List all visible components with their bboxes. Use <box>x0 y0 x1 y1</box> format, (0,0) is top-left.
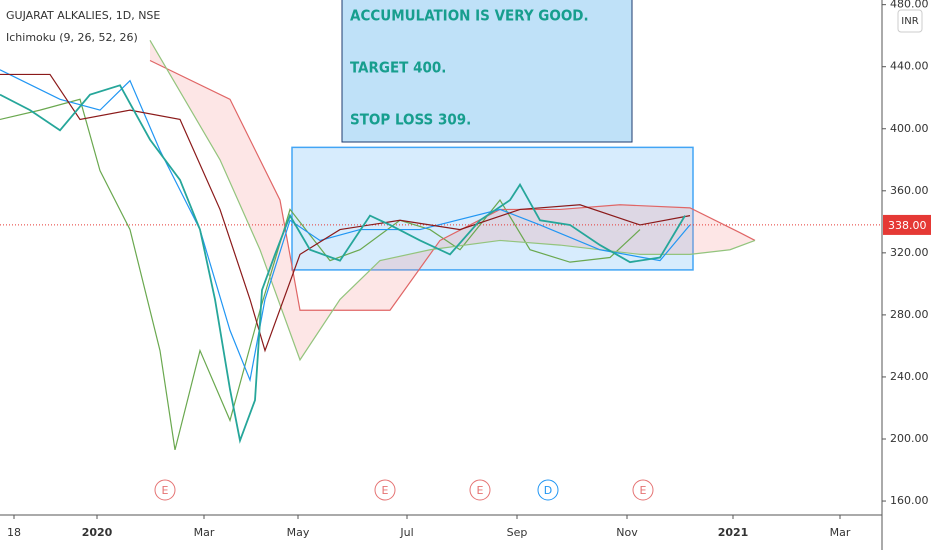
x-tick-label: Mar <box>830 526 851 539</box>
event-marker <box>632 479 654 501</box>
currency: INR <box>901 16 918 27</box>
last-price-label: 338.00 <box>888 219 927 232</box>
series-line <box>149 59 756 311</box>
ichimoku-cloud <box>150 40 755 360</box>
event-marker <box>469 479 491 501</box>
event-marker <box>154 479 176 501</box>
last-price-badge <box>883 214 931 235</box>
series-line <box>149 40 756 362</box>
x-tick-label: May <box>287 526 310 539</box>
x-tick-label: Sep <box>507 526 528 539</box>
event-marker <box>537 479 559 501</box>
y-tick-label: 320.00 <box>890 246 929 259</box>
currency-badge[interactable] <box>897 9 923 33</box>
series-line <box>0 84 686 444</box>
indicator-label: Ichimoku (9, 26, 52, 26) <box>6 31 138 44</box>
x-tick-label: 2021 <box>718 526 749 539</box>
event-label: D <box>544 484 552 497</box>
y-tick-label: 280.00 <box>890 308 929 321</box>
x-tick-label: Nov <box>616 526 638 539</box>
note-text: ACCUMULATION IS VERY GOOD. <box>350 7 589 25</box>
event-label: E <box>382 484 389 497</box>
x-tick-label: 18 <box>7 526 21 539</box>
x-tick-label: 2020 <box>82 526 113 539</box>
y-tick-label: 400.00 <box>890 122 929 135</box>
x-tick-label: Jul <box>399 526 413 539</box>
y-tick-label: 160.00 <box>890 494 929 507</box>
event-marker <box>374 479 396 501</box>
note-text: STOP LOSS 309. <box>350 111 471 129</box>
series-line <box>0 73 691 353</box>
event-label: E <box>162 484 169 497</box>
event-label: E <box>640 484 647 497</box>
y-tick-label: 440.00 <box>890 60 929 73</box>
y-tick-label: 200.00 <box>890 432 929 445</box>
note-text: TARGET 400. <box>350 59 446 77</box>
note-box <box>341 0 633 143</box>
y-tick-label: 240.00 <box>890 370 929 383</box>
y-tick-label: 360.00 <box>890 184 929 197</box>
event-label: E <box>477 484 484 497</box>
chart-title: GUJARAT ALKALIES, 1D, NSE <box>6 9 160 22</box>
series-line <box>0 69 691 383</box>
x-tick-label: Mar <box>194 526 215 539</box>
y-tick-label: 480.00 <box>890 0 929 11</box>
series-line <box>0 98 641 450</box>
